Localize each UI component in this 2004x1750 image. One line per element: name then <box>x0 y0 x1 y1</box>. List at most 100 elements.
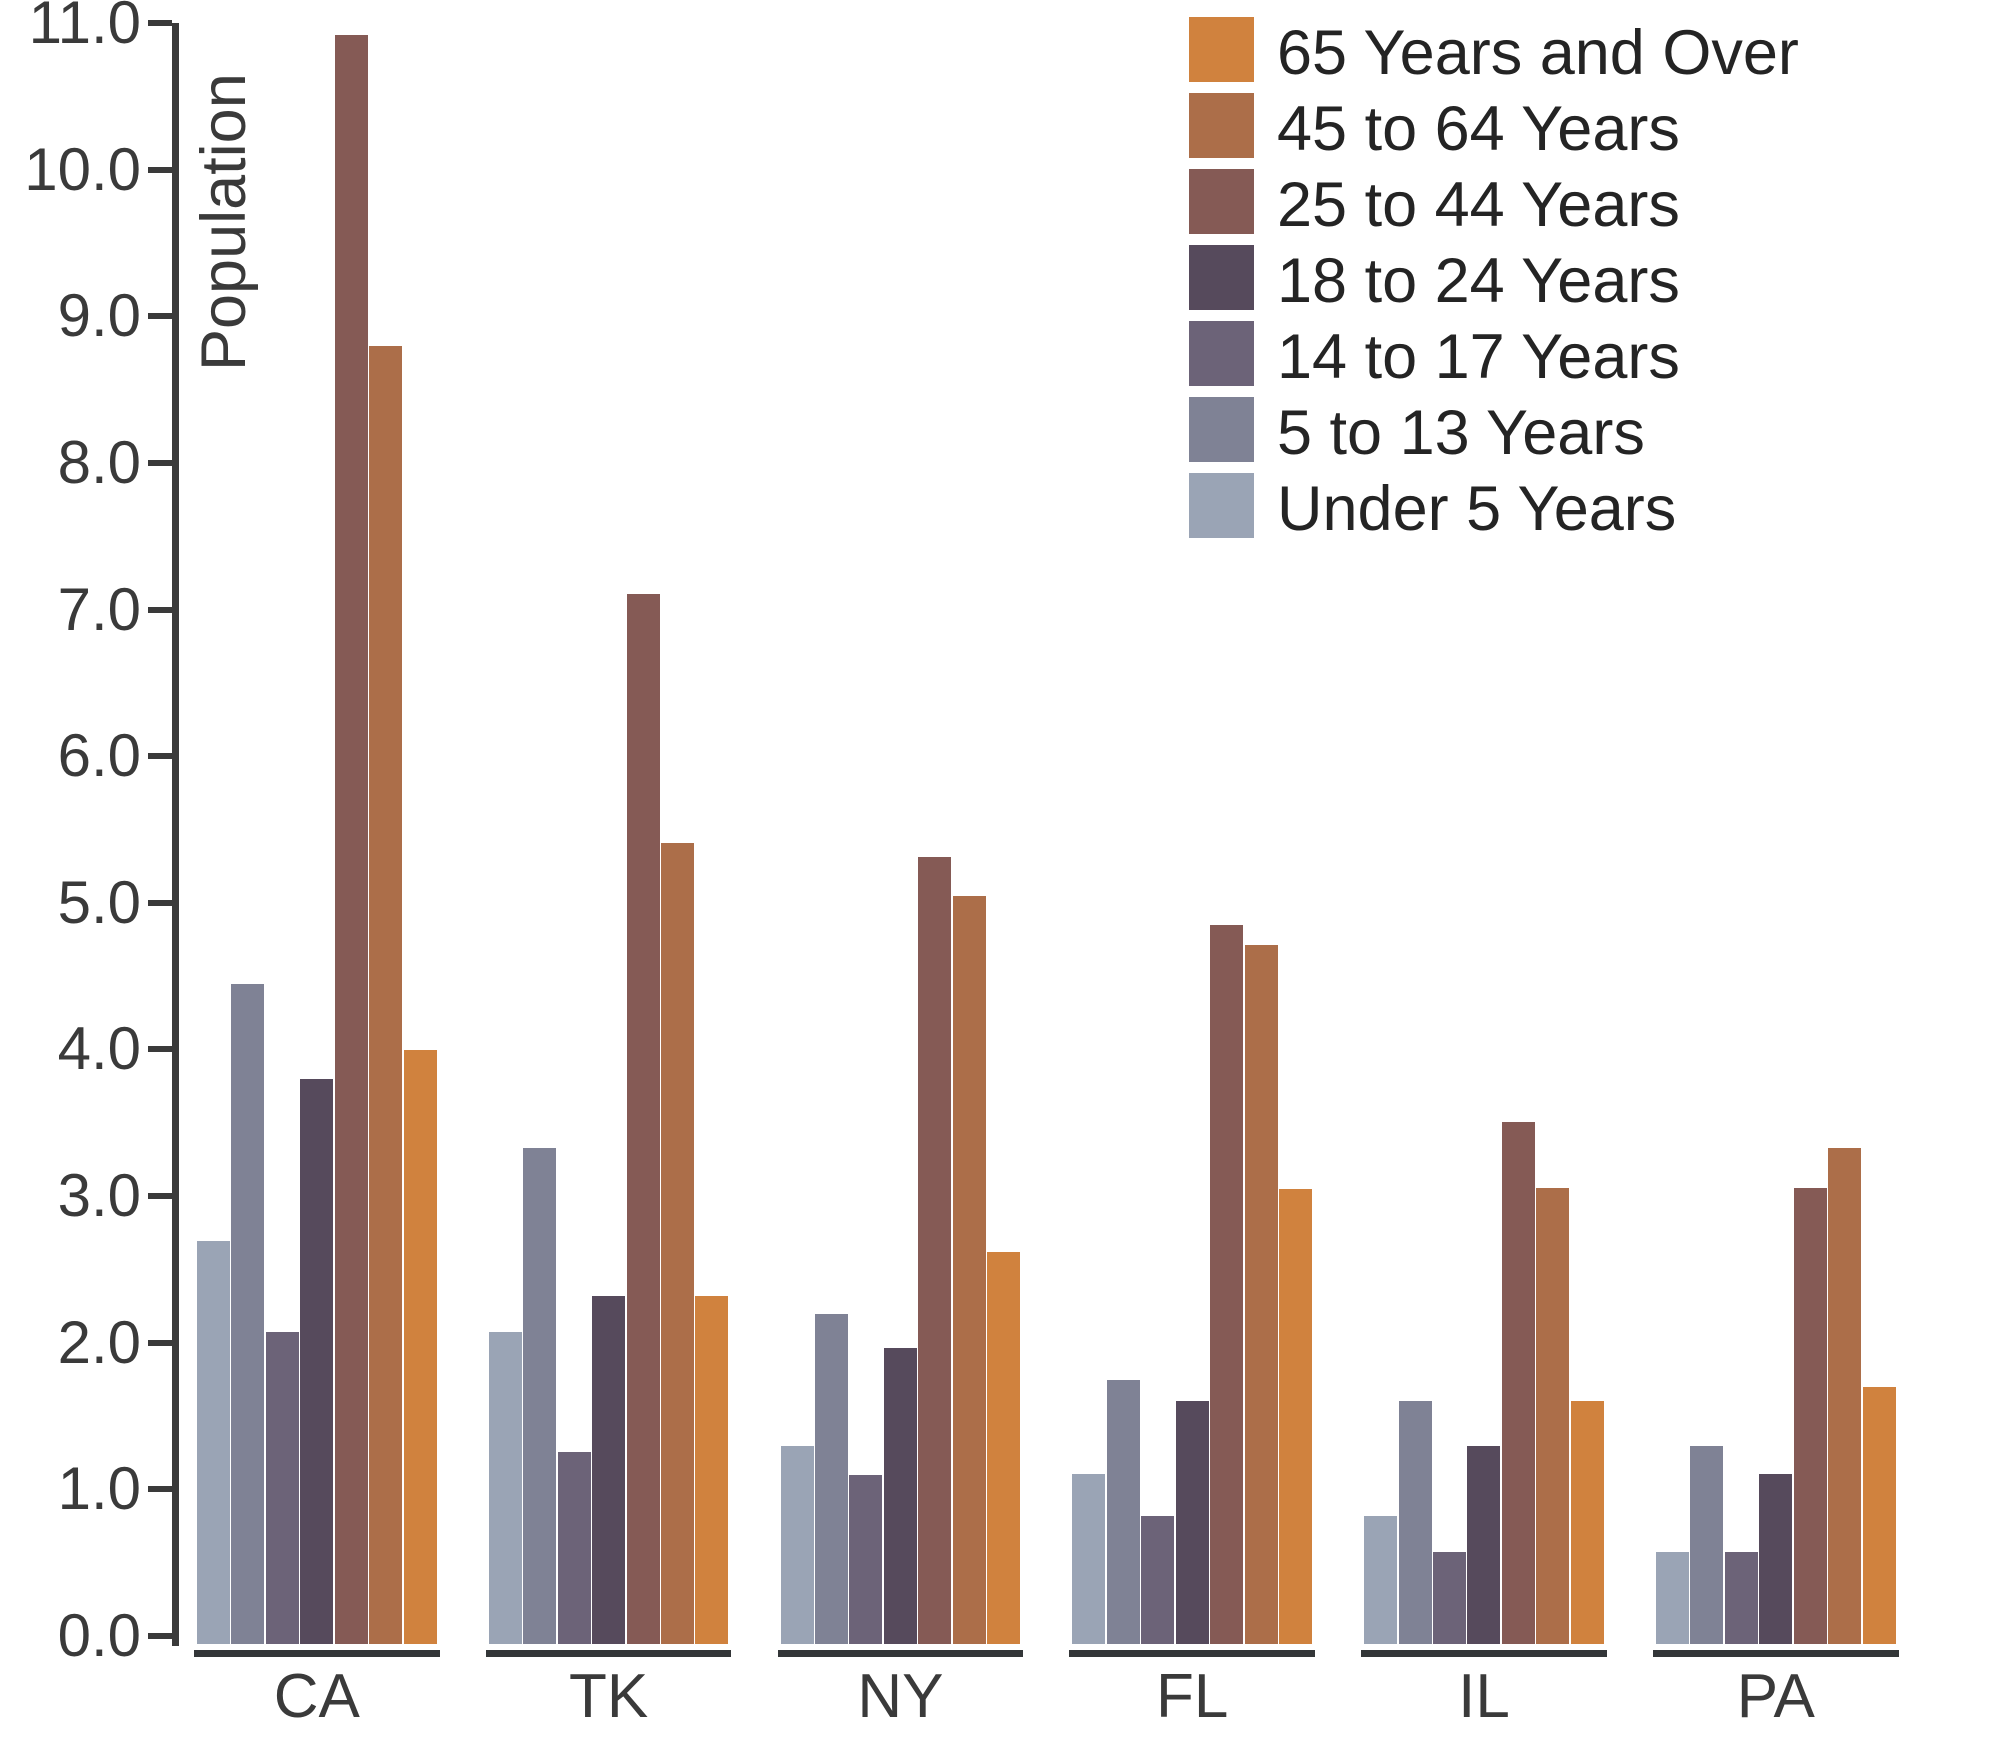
bar-ny-25-to-44-years <box>918 856 952 1644</box>
bar-pa-14-to-17-years <box>1724 1551 1758 1644</box>
bar-ny-under-5-years <box>780 1446 814 1644</box>
legend-swatch-65-years-and-over <box>1189 17 1254 82</box>
bar-fl-65-years-and-over <box>1278 1189 1312 1644</box>
y-axis-tick-label-6.0: 6.0 <box>57 722 141 790</box>
legend-label-65-years-and-over: 65 Years and Over <box>1277 18 1799 88</box>
y-axis-tick-4.0 <box>148 1046 172 1053</box>
legend-swatch-14-to-17-years <box>1189 321 1254 386</box>
y-axis-tick-label-0.0: 0.0 <box>57 1602 141 1669</box>
legend-item-14-to-17-years: 14 to 17 Years <box>1189 321 1889 390</box>
bar-tk-5-to-13-years <box>523 1148 557 1644</box>
y-axis-tick-10.0 <box>148 166 172 173</box>
bar-il-65-years-and-over <box>1570 1400 1604 1644</box>
legend-item-under-5-years: Under 5 Years <box>1189 473 1889 542</box>
legend-label-45-to-64-years: 45 to 64 Years <box>1277 94 1680 164</box>
y-axis-line <box>172 23 179 1646</box>
y-axis-tick-3.0 <box>148 1193 172 1200</box>
x-axis-label-ny: NY <box>857 1662 944 1731</box>
y-axis-tick-1.0 <box>148 1486 172 1493</box>
bar-ca-18-to-24-years <box>300 1079 334 1644</box>
bar-pa-18-to-24-years <box>1759 1473 1793 1644</box>
bar-il-25-to-44-years <box>1501 1121 1535 1644</box>
legend-swatch-25-to-44-years <box>1189 169 1254 234</box>
legend-item-18-to-24-years: 18 to 24 Years <box>1189 245 1889 314</box>
bar-il-5-to-13-years <box>1398 1400 1432 1644</box>
legend-label-under-5-years: Under 5 Years <box>1277 474 1677 544</box>
y-axis-tick-label-2.0: 2.0 <box>57 1308 141 1376</box>
bar-tk-under-5-years <box>488 1331 522 1644</box>
bar-ca-under-5-years <box>197 1240 230 1644</box>
legend-item-5-to-13-years: 5 to 13 Years <box>1189 397 1889 466</box>
legend-swatch-18-to-24-years <box>1189 245 1254 310</box>
bar-ca-14-to-17-years <box>265 1331 299 1644</box>
legend-item-45-to-64-years: 45 to 64 Years <box>1189 93 1889 162</box>
y-axis-tick-7.0 <box>148 606 172 613</box>
y-axis-tick-6.0 <box>148 753 172 760</box>
bar-tk-25-to-44-years <box>626 594 660 1644</box>
x-axis-baseline-pa <box>1653 1650 1899 1657</box>
y-axis-tick-label-1.0: 1.0 <box>57 1455 141 1523</box>
bar-fl-under-5-years <box>1072 1473 1106 1644</box>
bar-ny-65-years-and-over <box>987 1252 1021 1644</box>
bar-tk-14-to-17-years <box>557 1451 591 1644</box>
y-axis-tick-label-4.0: 4.0 <box>57 1015 141 1083</box>
bar-ny-45-to-64-years <box>952 896 986 1644</box>
legend-swatch-45-to-64-years <box>1189 93 1254 158</box>
bar-fl-45-to-64-years <box>1244 944 1278 1644</box>
legend-swatch-under-5-years <box>1189 473 1254 538</box>
bar-ca-65-years-and-over <box>403 1050 437 1644</box>
y-axis-tick-5.0 <box>148 899 172 906</box>
bar-tk-65-years-and-over <box>695 1296 729 1644</box>
y-axis-tick-label-10.0: 10.0 <box>24 135 141 203</box>
x-axis-label-il: IL <box>1458 1662 1510 1731</box>
bar-fl-25-to-44-years <box>1210 925 1244 1644</box>
bar-fl-5-to-13-years <box>1106 1380 1140 1644</box>
bar-tk-45-to-64-years <box>660 843 694 1644</box>
x-axis-baseline-il <box>1361 1650 1607 1657</box>
y-axis-tick-label-9.0: 9.0 <box>57 282 141 350</box>
legend-label-14-to-17-years: 14 to 17 Years <box>1277 322 1680 392</box>
legend-label-5-to-13-years: 5 to 13 Years <box>1277 398 1645 468</box>
bar-pa-65-years-and-over <box>1862 1387 1896 1644</box>
bar-ca-25-to-44-years <box>334 35 368 1644</box>
y-axis-tick-label-5.0: 5.0 <box>57 868 141 936</box>
bar-pa-45-to-64-years <box>1828 1148 1862 1644</box>
y-axis-tick-label-3.0: 3.0 <box>57 1162 141 1230</box>
legend-item-25-to-44-years: 25 to 44 Years <box>1189 169 1889 238</box>
bar-ny-5-to-13-years <box>815 1314 849 1644</box>
y-axis-tick-label-7.0: 7.0 <box>57 575 141 643</box>
x-axis-baseline-fl <box>1069 1650 1315 1657</box>
x-axis-label-ca: CA <box>273 1662 360 1731</box>
bar-pa-under-5-years <box>1656 1551 1689 1644</box>
y-axis-tick-8.0 <box>148 459 172 466</box>
x-axis-label-pa: PA <box>1736 1662 1815 1731</box>
bar-pa-25-to-44-years <box>1793 1187 1827 1644</box>
bar-il-45-to-64-years <box>1536 1187 1570 1644</box>
bar-ca-5-to-13-years <box>231 984 265 1644</box>
y-axis-tick-2.0 <box>148 1339 172 1346</box>
x-axis-baseline-tk <box>485 1650 732 1657</box>
y-axis-tick-label-11.0: 11.0 <box>28 0 141 56</box>
bar-fl-18-to-24-years <box>1175 1400 1209 1644</box>
x-axis-baseline-ca <box>194 1650 440 1657</box>
y-axis-tick-label-8.0: 8.0 <box>57 428 141 496</box>
legend-label-18-to-24-years: 18 to 24 Years <box>1277 246 1680 316</box>
bar-pa-5-to-13-years <box>1690 1446 1724 1644</box>
bar-il-18-to-24-years <box>1467 1446 1501 1644</box>
x-axis-label-fl: FL <box>1156 1662 1229 1731</box>
y-axis-tick-11.0 <box>148 19 172 26</box>
bar-il-14-to-17-years <box>1433 1551 1467 1644</box>
bar-tk-18-to-24-years <box>592 1296 626 1644</box>
y-axis-tick-9.0 <box>148 313 172 320</box>
bar-ny-14-to-17-years <box>849 1475 883 1644</box>
legend-swatch-5-to-13-years <box>1189 397 1254 462</box>
legend-item-65-years-and-over: 65 Years and Over <box>1189 17 1889 86</box>
bar-ca-45-to-64-years <box>369 346 403 1644</box>
bar-ny-18-to-24-years <box>883 1347 917 1644</box>
x-axis-label-tk: TK <box>568 1662 649 1731</box>
bar-il-under-5-years <box>1364 1516 1398 1644</box>
x-axis-baseline-ny <box>777 1650 1024 1657</box>
bar-fl-14-to-17-years <box>1141 1516 1175 1644</box>
y-axis-tick-0.0 <box>148 1633 172 1639</box>
